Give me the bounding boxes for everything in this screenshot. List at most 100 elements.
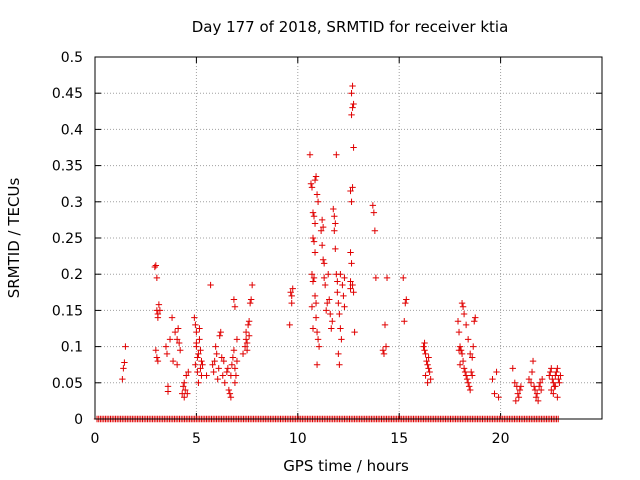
- data-point: [325, 271, 332, 278]
- data-point: [163, 350, 171, 358]
- y-tick-label: 0.05: [52, 376, 83, 392]
- data-point: [329, 318, 336, 325]
- data-point: [203, 372, 210, 379]
- data-point: [372, 274, 380, 282]
- data-point: [196, 325, 203, 332]
- data-point: [210, 368, 217, 376]
- data-point: [470, 343, 477, 350]
- data-point: [455, 347, 463, 354]
- data-point: [550, 390, 557, 397]
- data-point: [216, 332, 223, 339]
- y-axis-label: SRMTID / TECUs: [5, 178, 23, 299]
- data-point: [156, 307, 164, 314]
- data-point: [195, 379, 202, 386]
- data-point: [176, 347, 184, 354]
- data-point: [244, 321, 252, 329]
- data-point: [347, 187, 354, 195]
- data-point: [217, 328, 224, 336]
- data-point: [460, 310, 468, 318]
- data-point: [169, 357, 177, 365]
- data-point: [334, 278, 341, 285]
- data-point: [288, 292, 295, 300]
- data-point: [371, 227, 379, 234]
- data-point: [309, 209, 317, 216]
- data-point: [338, 336, 345, 343]
- data-point: [228, 361, 236, 368]
- data-point: [312, 314, 320, 321]
- data-point: [324, 299, 331, 307]
- data-point: [233, 357, 241, 365]
- data-point: [331, 213, 338, 220]
- data-point: [548, 365, 555, 372]
- data-point: [308, 271, 316, 278]
- data-point: [219, 372, 226, 379]
- data-point: [154, 357, 162, 365]
- data-point: [153, 354, 161, 361]
- data-point: [153, 274, 161, 282]
- data-point: [311, 176, 319, 184]
- data-point: [459, 357, 467, 365]
- data-point: [119, 375, 126, 383]
- data-point: [173, 361, 181, 368]
- data-point: [525, 375, 533, 383]
- data-point: [327, 310, 334, 318]
- data-point: [336, 361, 343, 368]
- data-point: [223, 368, 231, 376]
- data-point: [212, 343, 219, 350]
- data-point: [307, 180, 315, 187]
- gridlines: [95, 57, 602, 419]
- data-point: [460, 365, 468, 372]
- data-point: [162, 343, 170, 350]
- data-point: [341, 303, 348, 310]
- data-point: [318, 242, 326, 249]
- data-point: [243, 339, 251, 347]
- data-point: [347, 249, 354, 256]
- data-point: [184, 390, 191, 397]
- data-point: [318, 216, 326, 224]
- data-point: [175, 339, 183, 347]
- data-point: [152, 262, 160, 269]
- data-point: [218, 354, 225, 361]
- data-point: [248, 281, 256, 289]
- data-point: [313, 191, 321, 198]
- data-point: [349, 82, 356, 90]
- data-point: [214, 375, 221, 383]
- data-point: [310, 274, 318, 282]
- data-point: [463, 375, 471, 383]
- y-tick-label: 0: [74, 412, 83, 428]
- x-axis-label: GPS time / hours: [283, 457, 409, 475]
- data-point: [245, 332, 253, 339]
- data-point: [493, 368, 500, 376]
- data-point: [180, 383, 187, 390]
- data-point: [350, 144, 357, 151]
- data-point: [230, 347, 238, 354]
- data-point: [349, 184, 356, 191]
- data-point: [554, 365, 561, 372]
- data-point: [546, 372, 553, 379]
- data-point: [122, 343, 129, 350]
- data-point: [183, 372, 190, 379]
- x-tick-label: 15: [390, 431, 408, 447]
- data-point: [164, 388, 172, 395]
- data-point: [534, 397, 542, 405]
- data-point: [232, 372, 240, 379]
- data-point: [230, 296, 238, 303]
- data-point: [168, 314, 176, 321]
- data-point: [239, 350, 247, 358]
- data-point: [224, 365, 232, 372]
- data-point: [469, 372, 476, 379]
- data-point: [314, 198, 322, 205]
- x-tick-label: 5: [192, 431, 201, 447]
- data-point: [315, 343, 323, 350]
- data-point: [459, 303, 467, 310]
- data-point: [472, 314, 479, 321]
- data-point: [309, 234, 317, 242]
- data-point: [420, 343, 427, 350]
- data-point: [196, 336, 203, 343]
- data-point: [241, 343, 249, 350]
- data-point: [458, 299, 466, 307]
- data-point: [332, 220, 339, 227]
- data-point: [171, 328, 179, 336]
- data-point: [209, 361, 216, 368]
- data-point: [313, 328, 321, 336]
